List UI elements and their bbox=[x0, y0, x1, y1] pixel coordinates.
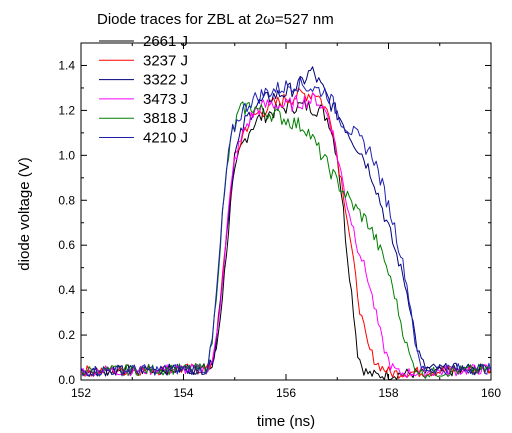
legend-label: 3473 J bbox=[143, 91, 188, 108]
y-tick-label: 0.2 bbox=[58, 328, 75, 342]
x-axis-label: time (ns) bbox=[257, 413, 315, 430]
plot-area bbox=[81, 66, 491, 380]
y-tick-label: 0.0 bbox=[58, 373, 75, 387]
chart-title: Diode traces for ZBL at 2ω=527 nm bbox=[97, 11, 334, 28]
y-tick-label: 1.0 bbox=[58, 148, 75, 162]
legend-label: 3322 J bbox=[143, 72, 188, 89]
y-axis-label: diode voltage (V) bbox=[16, 157, 33, 270]
x-tick-label: 158 bbox=[378, 386, 398, 400]
x-tick-label: 156 bbox=[276, 386, 296, 400]
legend: 2661 J 3237 J 3322 J 3473 J 3818 J 4210 J bbox=[99, 33, 188, 147]
legend-label: 3237 J bbox=[143, 52, 188, 69]
legend-label: 3818 J bbox=[143, 110, 188, 127]
legend-label: 2661 J bbox=[143, 33, 188, 50]
y-tick-label: 0.6 bbox=[58, 238, 75, 252]
y-tick-label: 1.2 bbox=[58, 103, 75, 117]
series-line-3818-j bbox=[81, 101, 491, 379]
x-tick-label: 154 bbox=[173, 386, 193, 400]
x-tick-label: 160 bbox=[481, 386, 501, 400]
series-line-4210-j bbox=[81, 76, 491, 377]
y-tick-label: 1.4 bbox=[58, 58, 75, 72]
x-axis-ticks: 152 154 156 158 160 bbox=[71, 43, 501, 400]
legend-label: 4210 J bbox=[143, 130, 188, 147]
y-axis-ticks: 0.0 0.2 0.4 0.6 0.8 1.0 1.2 1.4 bbox=[58, 42, 491, 387]
y-tick-label: 0.8 bbox=[58, 193, 75, 207]
y-tick-label: 0.4 bbox=[58, 283, 75, 297]
x-tick-label: 152 bbox=[71, 386, 91, 400]
